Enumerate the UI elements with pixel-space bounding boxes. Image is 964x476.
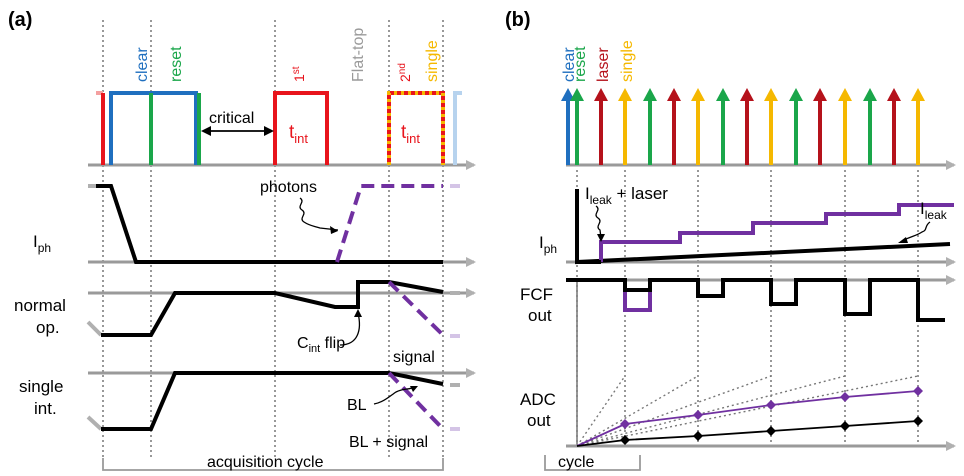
first-label: 1st [291,66,307,82]
single-int-label-1: single [19,377,63,396]
adc-purple-trace [576,390,919,447]
bl-signal-label: BL + signal [349,434,428,451]
single-int-label-2: int. [34,399,57,418]
normal-op-trace [101,280,444,337]
reset-label: reset [168,46,185,82]
single-signal-trace [387,371,445,431]
ileak-laser-trace [599,203,954,262]
clear-event-arrowhead-0 [561,88,575,101]
acquisition-cycle-label: acquisition cycle [207,454,324,471]
ileak-label: Ileak [920,199,948,222]
normal-signal-trace [387,280,445,337]
clear-label-b: clear [561,47,578,82]
single-int-trace [101,371,444,431]
ileak-wavy-arrow [903,221,931,241]
acquisition-cycle-bracket [102,458,444,471]
reset-label-b: reset [572,46,589,82]
adc-label-2: out [527,411,551,430]
single-event-arrowhead-15 [911,88,925,101]
normal-label-1: normal [14,296,66,315]
reset-event-arrowhead-13 [863,88,877,101]
reset-event-arrowhead-7 [716,88,730,101]
fcf-label-2: out [528,306,552,325]
bl-wavy-arrow [373,387,413,405]
fcf-purple-trace [623,290,652,312]
ileak-laser-wavy-arrow [595,205,602,239]
cint-flip-label: Cint flip [297,335,345,355]
adc-label-1: ADC [520,390,556,409]
tint-label-2: tint [401,122,420,146]
panel-a-pulses [96,91,462,165]
laser-event-arrowhead-5 [667,88,681,101]
cint-flip-arrow [339,312,361,346]
panel-b-diagonal-guides [576,375,919,447]
fcf-label-1: FCF [520,285,553,304]
reset-event-arrowhead-10 [789,88,803,101]
second-label: 2nd [397,63,413,82]
clear-label: clear [134,47,151,82]
single-event-arrowhead-12 [838,88,852,101]
panel-a-label: (a) [8,9,32,31]
laser-label-b: laser [595,47,612,82]
adc-black-trace [576,420,919,447]
reset-event-arrowhead-1 [570,88,584,101]
panel-a-guide-lines [102,20,444,458]
cycle-label: cycle [558,454,595,471]
photons-label: photons [260,179,317,196]
single-event-arrowhead-9 [764,88,778,101]
panel-b: (b) clear reset laser single [505,9,956,471]
single-event-arrowhead-6 [691,88,705,101]
signal-label: signal [393,349,435,366]
single-label: single [424,40,441,82]
panel-a: (a) clear reset 1st Flat-top 2nd [8,9,476,471]
ileak-laser-label: Ileak + laser [585,184,668,207]
bl-label: BL [347,397,367,414]
photons-trace [335,184,443,263]
laser-event-arrowhead-11 [813,88,827,101]
laser-event-arrowhead-8 [740,88,754,101]
photons-wavy-arrow [299,197,339,231]
tint-label-1: tint [289,122,308,146]
fcf-black-trace [566,278,945,322]
laser-event-arrowhead-2 [594,88,608,101]
critical-label: critical [209,110,254,127]
panel-b-label: (b) [505,9,531,31]
cycle-bracket [544,455,641,471]
single-event-arrowhead-3 [618,88,632,101]
laser-event-arrowhead-14 [887,88,901,101]
flat-top-label: Flat-top [350,28,367,82]
adc-markers [620,386,923,445]
iph-trace [96,184,443,264]
iph-label-a: Iph [33,232,51,255]
single-label-b: single [619,40,636,82]
event-arrows [561,88,925,165]
normal-label-2: op. [36,318,60,337]
reset-event-arrowhead-4 [643,88,657,101]
iph-label-b: Iph [539,233,557,256]
